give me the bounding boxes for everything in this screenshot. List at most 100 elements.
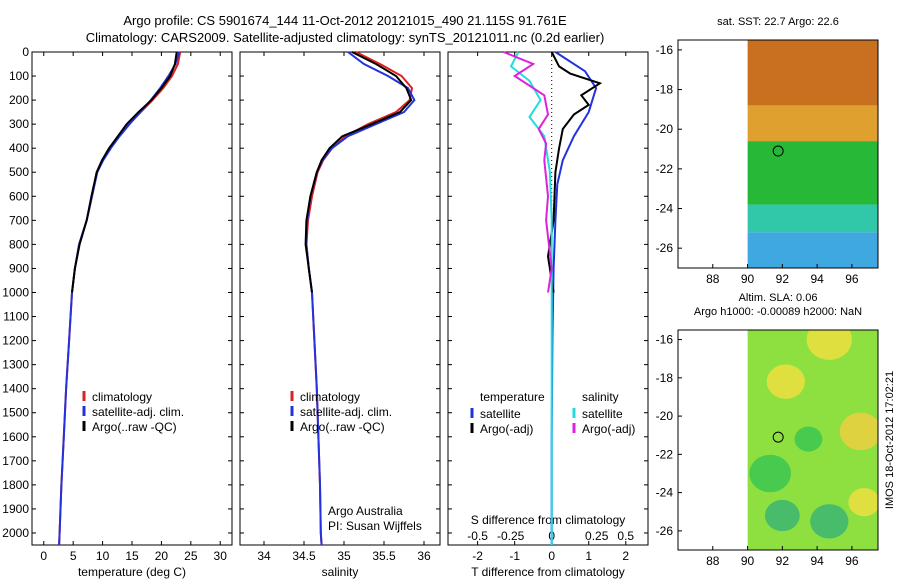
x-tick-label: 96 [845, 272, 859, 286]
x-axis-label: temperature (deg C) [78, 565, 186, 579]
legend-label: climatology [300, 390, 360, 404]
sla-blob [806, 330, 852, 360]
y-tick-label: 1500 [2, 406, 29, 420]
series-line-satellite-adj-clim- [58, 51, 181, 546]
x-tick-label: 88 [706, 272, 720, 286]
x-tick-label: -2 [472, 549, 483, 563]
series-line-climatology [305, 51, 414, 546]
x-tick-label: 36 [417, 549, 431, 563]
y-tick-label: 500 [9, 165, 29, 179]
map-title-line2: Argo h1000: -0.00089 h2000: NaN [694, 306, 862, 318]
x-tick-label: -1 [509, 549, 520, 563]
figure-title-line2: Climatology: CARS2009. Satellite-adjuste… [86, 30, 605, 45]
y-tick-label: -24 [656, 202, 674, 216]
sst-map-panel: 88 90 92 94 96 -16 -18 -20 -22 -24 -26 sat. SST: 22… [656, 16, 879, 286]
x-tick-label: 0 [548, 549, 555, 563]
x-tick-label: 94 [810, 272, 824, 286]
y-tick-label: 1800 [2, 478, 29, 492]
y-tick-label: -22 [656, 162, 674, 176]
temperature-panel: 0100200300400500600700800900100011001200… [2, 45, 233, 579]
y-tick-label: -20 [656, 409, 674, 423]
sla-blob [794, 426, 823, 452]
y-tick-label: 200 [9, 93, 29, 107]
x-tick-label: 96 [845, 554, 859, 568]
series-line-satellite-adj-clim- [305, 51, 416, 546]
x-tick-label: 10 [96, 549, 110, 563]
x-tick-label: 34.5 [292, 549, 316, 563]
x-tick-label: 0 [40, 549, 47, 563]
y-tick-label: -26 [656, 524, 674, 538]
sla-blob [764, 499, 800, 532]
y-tick-label: 300 [9, 117, 29, 131]
difference-panel: -2 -1 0 1 2 T difference from climatology S di… [447, 51, 649, 579]
y-tick-label: 800 [9, 237, 29, 251]
map-title: sat. SST: 22.7 Argo: 22.6 [717, 16, 839, 28]
map-data-layer [747, 40, 878, 268]
series-line-argo-raw-qc- [71, 51, 178, 293]
series-line-argo-raw-qc- [304, 51, 413, 293]
x-tick-label: 30 [214, 549, 228, 563]
series-line-climatology [58, 51, 182, 546]
y-tick-label: 1900 [2, 502, 29, 516]
series-line-temperature-argo-adj- [546, 51, 603, 293]
map-data-layer [747, 330, 879, 550]
y-tick-label: 1000 [2, 285, 29, 299]
y-tick-label: 1200 [2, 334, 29, 348]
sla-map-panel: 88 90 92 94 96 -16 -18 -20 -22 -24 -26 Altim. SLA: … [656, 292, 879, 568]
y-tick-label: -26 [656, 241, 674, 255]
x-tick-label: 15 [125, 549, 139, 563]
sst-band [747, 105, 878, 142]
sst-band [747, 40, 878, 106]
float-location-marker [772, 431, 784, 443]
sla-blob [766, 364, 805, 399]
legend-label: satellite [582, 407, 623, 421]
y-tick-label: -16 [656, 43, 674, 57]
y-tick-label: 1100 [3, 310, 29, 324]
series-line-salinity-satellite [509, 51, 553, 545]
figure-title-line1: Argo profile: CS 5901674_144 11-Oct-2012… [123, 13, 567, 28]
annotation-line: PI: Susan Wijffels [328, 519, 422, 533]
legend-label: Argo(-adj) [582, 422, 635, 436]
sla-blob [848, 488, 879, 517]
sla-blob [839, 412, 879, 451]
y-tick-label: 400 [9, 141, 29, 155]
y-tick-label: 1400 [2, 382, 29, 396]
x-tick-label: 88 [706, 554, 720, 568]
salinity-panel: 34 34.5 35 35.5 36 salinity climatologysatelli… [239, 51, 441, 579]
secondary-x-axis-label: S difference from climatology [471, 513, 626, 527]
plot-frame [447, 51, 649, 546]
x-tick-label: 90 [741, 272, 755, 286]
map-frame [677, 39, 879, 269]
x-axis-label: T difference from climatology [471, 565, 625, 579]
secondary-x-tick-label: -0.25 [497, 529, 525, 543]
x-tick-label: 20 [155, 549, 169, 563]
sst-band [747, 204, 878, 233]
legend-label: satellite [480, 407, 521, 421]
x-tick-label: 1 [585, 549, 592, 563]
legend-label: satellite-adj. clim. [300, 405, 392, 419]
x-tick-label: 5 [70, 549, 77, 563]
legend-label: Argo(..raw -QC) [92, 420, 177, 434]
sla-blob [749, 454, 792, 493]
secondary-x-tick-label: 0.5 [617, 529, 634, 543]
x-axis-label: salinity [322, 565, 359, 579]
legend-label: climatology [92, 390, 152, 404]
y-tick-label: 1300 [2, 358, 29, 372]
plot-frame [239, 51, 441, 546]
imos-side-label: IMOS 18-Oct-2012 17:02:21 [884, 371, 896, 509]
secondary-x-tick-label: 0.25 [585, 529, 609, 543]
series-line-salinity-argo-adj- [503, 51, 553, 293]
annotation-line: Argo Australia [328, 504, 403, 518]
x-tick-label: 35.5 [372, 549, 396, 563]
x-tick-label: 34 [257, 549, 271, 563]
legend-title: temperature [480, 390, 545, 404]
y-tick-label: -22 [656, 447, 674, 461]
y-tick-label: -24 [656, 486, 674, 500]
x-tick-label: 25 [184, 549, 198, 563]
legend-label: satellite-adj. clim. [92, 405, 184, 419]
y-tick-label: 100 [9, 69, 29, 83]
x-tick-label: 2 [622, 549, 629, 563]
x-tick-label: 92 [776, 554, 790, 568]
y-tick-label: 700 [9, 213, 29, 227]
